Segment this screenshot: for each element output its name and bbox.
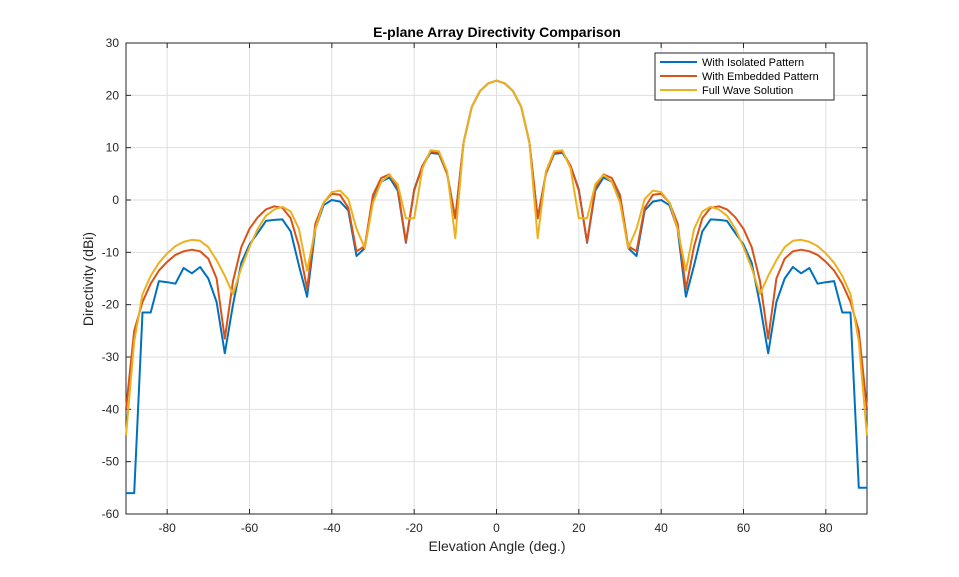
axis-ticks: -80 -60 -40 -20 0 20 40 60 80 -60 -50 -40 -30 -20 -10 0… (102, 36, 867, 535)
y-axis-label: Directivity (dBi) (80, 232, 96, 326)
x-tick-label: 60 (737, 521, 751, 535)
chart-title: E-plane Array Directivity Comparison (373, 24, 621, 40)
legend-label-fullwave: Full Wave Solution (702, 85, 793, 97)
grid (126, 42, 867, 515)
legend: With Isolated Pattern With Embedded Patt… (654, 52, 835, 101)
y-tick-label: -10 (102, 245, 120, 259)
y-tick-label: 20 (106, 88, 120, 102)
x-tick-label: 40 (654, 521, 668, 535)
y-tick-label: 30 (106, 36, 120, 50)
x-tick-label: -80 (158, 521, 176, 535)
x-tick-label: 20 (572, 521, 586, 535)
y-tick-label: 10 (106, 141, 120, 155)
y-tick-label: -30 (102, 350, 120, 364)
x-tick-label: 80 (819, 521, 833, 535)
legend-label-isolated: With Isolated Pattern (702, 57, 804, 69)
series-line-fullwave (125, 79, 868, 436)
y-tick-label: -20 (102, 298, 120, 312)
x-axis-label: Elevation Angle (deg.) (429, 538, 566, 554)
y-tick-label: -50 (102, 455, 120, 469)
x-tick-label: -60 (241, 521, 259, 535)
y-tick-label: 0 (112, 193, 119, 207)
x-tick-label: 0 (493, 521, 500, 535)
series-lines (125, 79, 868, 495)
x-tick-label: -40 (323, 521, 341, 535)
x-tick-label: -20 (405, 521, 423, 535)
legend-label-embedded: With Embedded Pattern (702, 71, 819, 83)
y-tick-label: -60 (102, 507, 120, 521)
y-tick-label: -40 (102, 402, 120, 416)
